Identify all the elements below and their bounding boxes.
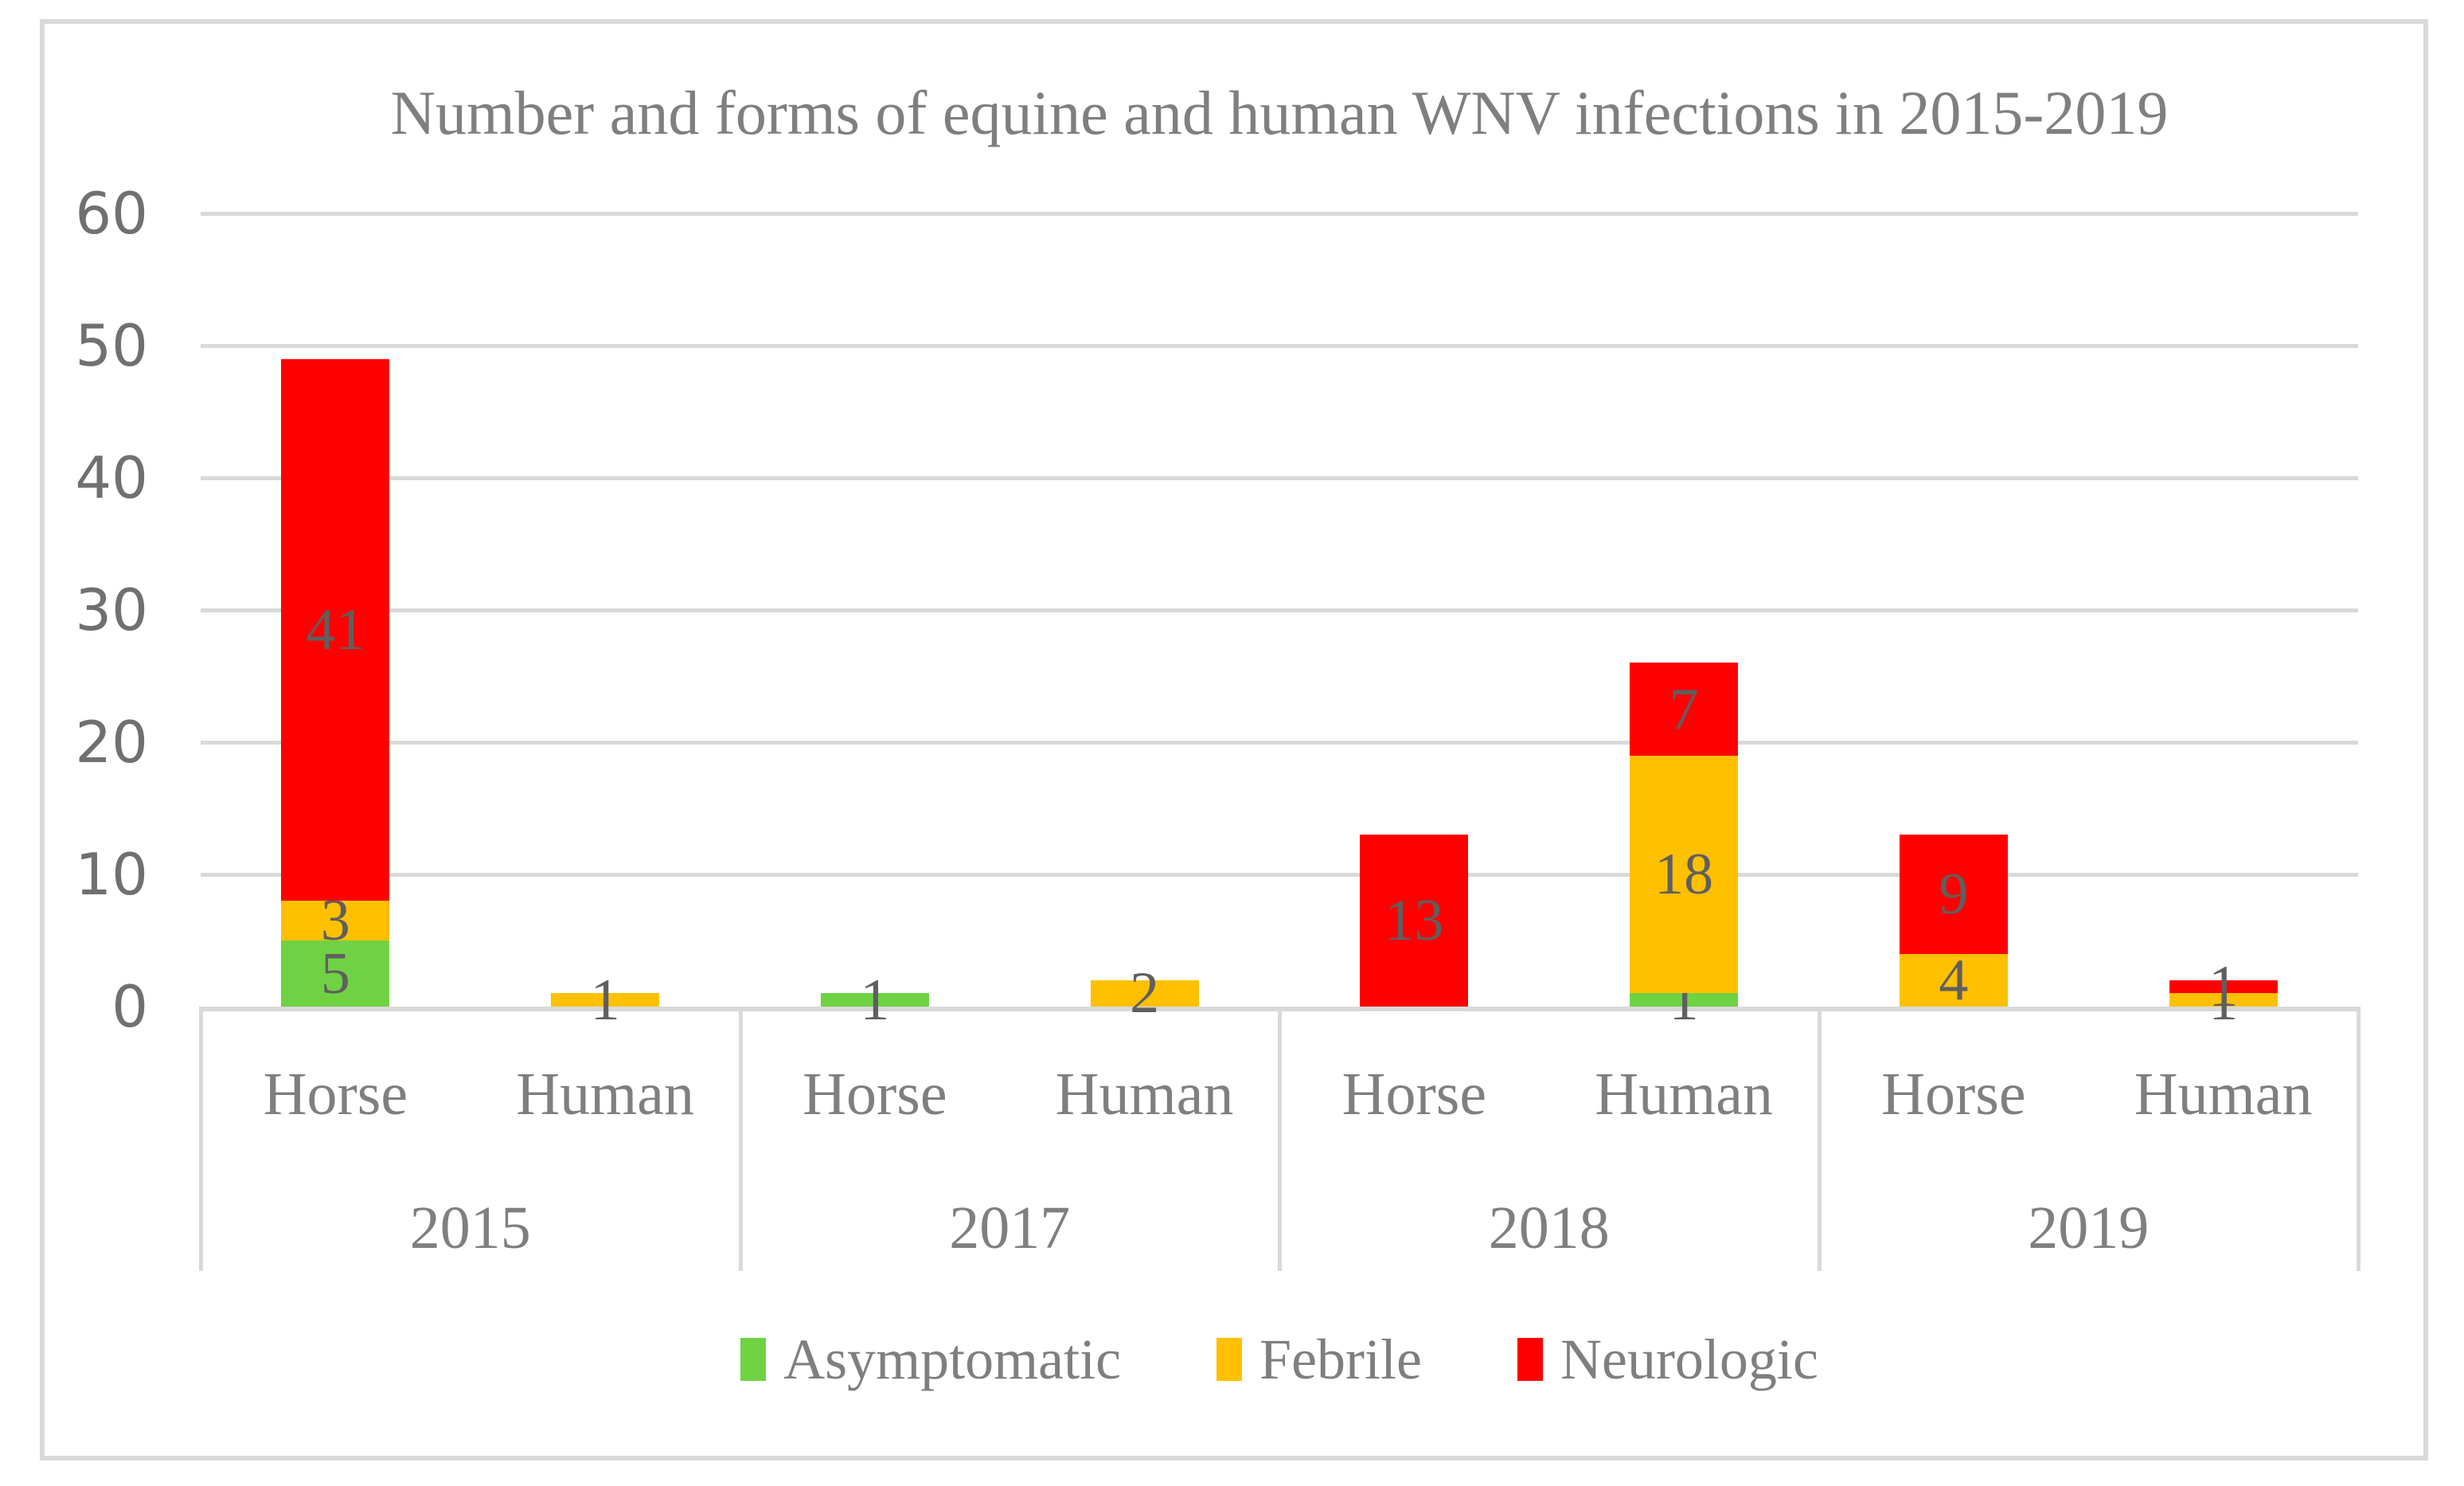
legend: Asymptomatic Febrile Neurologic <box>201 1324 2358 1395</box>
category-group-divider <box>199 1007 203 1271</box>
data-label: 1 <box>2208 954 2239 1020</box>
legend-swatch-neurologic <box>1517 1338 1543 1381</box>
chart-title: Number and forms of equine and human WNV… <box>390 78 2169 147</box>
bar-segment-neurologic <box>281 358 390 901</box>
data-label: 1 <box>590 967 620 1033</box>
legend-item-febrile: Febrile <box>1216 1327 1422 1393</box>
year-label-2018: 2018 <box>1488 1195 1610 1261</box>
bar-segment-asymptomatic <box>1630 993 1739 1007</box>
legend-label: Asymptomatic <box>783 1327 1122 1391</box>
category-group-divider <box>2357 1007 2361 1271</box>
legend-swatch-asymptomatic <box>740 1338 767 1381</box>
category-label-horse: Horse <box>263 1061 408 1128</box>
bar-segment-neurologic <box>1360 835 1469 1007</box>
bar-segment-asymptomatic <box>820 993 929 1007</box>
y-axis-tick-label: 20 <box>75 709 148 776</box>
y-axis-tick-label: 60 <box>75 180 148 247</box>
category-label-human: Human <box>2134 1061 2313 1128</box>
category-label-horse: Horse <box>1341 1061 1487 1128</box>
legend-label: Neurologic <box>1560 1327 1818 1391</box>
bar-segment-febrile <box>1899 953 2008 1007</box>
gridline-10 <box>201 873 2358 877</box>
category-label-horse: Horse <box>1881 1061 2026 1128</box>
data-label: 1 <box>860 967 890 1033</box>
bar-segment-neurologic <box>1899 835 2008 954</box>
gridline-50 <box>201 344 2358 348</box>
year-label-2017: 2017 <box>949 1195 1071 1261</box>
legend-swatch-febrile <box>1216 1338 1243 1381</box>
category-label-horse: Horse <box>802 1061 947 1128</box>
y-axis-tick-label: 10 <box>75 841 148 908</box>
legend-label: Febrile <box>1259 1327 1422 1391</box>
gridline-60 <box>201 212 2358 216</box>
data-label: 18 <box>1654 842 1714 907</box>
bar-segment-febrile <box>2169 993 2278 1007</box>
data-label: 41 <box>306 596 365 663</box>
category-group-divider <box>738 1007 743 1271</box>
y-axis-tick-label: 50 <box>75 312 148 379</box>
bar-segment-febrile <box>551 993 660 1007</box>
category-label-human: Human <box>516 1061 694 1128</box>
legend-item-neurologic: Neurologic <box>1517 1327 1818 1393</box>
year-label-2015: 2015 <box>409 1195 531 1261</box>
legend-item-asymptomatic: Asymptomatic <box>740 1327 1121 1393</box>
category-label-human: Human <box>1595 1061 1773 1128</box>
data-label: 7 <box>1669 676 1699 742</box>
data-label: 9 <box>1939 861 1969 927</box>
data-label: 4 <box>1939 947 1969 1013</box>
data-label: 2 <box>1130 960 1160 1027</box>
gridline-40 <box>201 476 2358 480</box>
bar-segment-asymptomatic <box>281 940 390 1007</box>
year-label-2019: 2019 <box>2028 1195 2150 1261</box>
bar-segment-febrile <box>281 901 390 940</box>
data-label: 5 <box>320 940 350 1007</box>
data-label: 1 <box>2208 967 2239 1033</box>
y-axis-tick-label: 30 <box>75 577 148 643</box>
gridline-30 <box>201 608 2358 612</box>
y-axis-tick-label: 40 <box>75 444 148 511</box>
bar-segment-febrile <box>1630 755 1739 994</box>
gridline-20 <box>201 741 2358 745</box>
category-group-divider <box>1278 1007 1282 1271</box>
chart-outer-border <box>40 19 2428 1461</box>
category-group-divider <box>1817 1007 1822 1271</box>
data-label: 13 <box>1384 888 1444 954</box>
bar-segment-neurologic <box>1630 663 1739 756</box>
bar-segment-neurologic <box>2169 980 2278 994</box>
y-axis-tick-label: 0 <box>111 973 148 1040</box>
bar-segment-febrile <box>1090 980 1199 1007</box>
category-label-human: Human <box>1055 1061 1234 1128</box>
